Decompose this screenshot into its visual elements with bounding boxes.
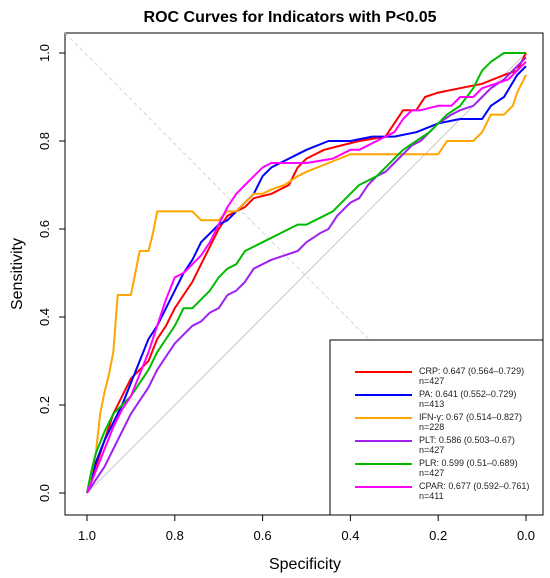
legend-count-plr: n=427 (419, 468, 444, 478)
x-tick-label: 0.4 (341, 528, 359, 543)
roc-curve-plt (86, 56, 527, 494)
reference-lines (64, 32, 544, 516)
legend-count-crp: n=427 (419, 376, 444, 386)
legend-label-plt: PLT: 0.586 (0.503–0.67) (419, 435, 515, 445)
legend-box (329, 339, 544, 516)
x-axis-label: Specificity (269, 556, 341, 573)
legend-count-cpar: n=411 (419, 491, 444, 501)
legend-label-pa: PA: 0.641 (0.552–0.729) (419, 389, 516, 399)
plot-frame (64, 32, 544, 516)
x-tick-label: 0.0 (517, 528, 535, 543)
axis-ticks: 1.0 0.8 0.6 0.4 0.2 0.0 0.0 0.2 0.4 0.6 0.8 1.0 (37, 44, 535, 543)
x-tick-label: 0.2 (429, 528, 447, 543)
y-tick-label: 1.0 (37, 44, 52, 62)
chart-title: ROC Curves for Indicators with P<0.05 (144, 9, 437, 26)
legend-label-crp: CRP: 0.647 (0.564–0.729) (419, 366, 524, 376)
x-tick-label: 0.8 (166, 528, 184, 543)
x-tick-label: 0.6 (254, 528, 272, 543)
y-tick-label: 0.0 (37, 484, 52, 502)
roc-curve-cpar (86, 61, 527, 494)
legend-count-pa: n=413 (419, 399, 444, 409)
series-lines (86, 52, 527, 494)
legend-count-ifn-: n=228 (419, 422, 444, 432)
y-tick-label: 0.2 (37, 396, 52, 414)
chance-diagonal (86, 52, 527, 494)
roc-curve-ifn- (86, 74, 527, 494)
y-tick-label: 0.4 (37, 308, 52, 326)
legend-label-cpar: CPAR: 0.677 (0.592–0.761) (419, 481, 529, 491)
y-tick-label: 0.8 (37, 132, 52, 150)
roc-curve-plr (86, 52, 526, 494)
y-axis-label: Sensitivity (9, 238, 26, 310)
y-tick-label: 0.6 (37, 220, 52, 238)
dashed-reference-line (64, 32, 544, 516)
x-tick-label: 1.0 (78, 528, 96, 543)
legend-count-plt: n=427 (419, 445, 444, 455)
legend-label-plr: PLR: 0.599 (0.51–0.689) (419, 458, 518, 468)
legend-label-ifn-: IFN-γ: 0.67 (0.514–0.827) (419, 412, 522, 422)
